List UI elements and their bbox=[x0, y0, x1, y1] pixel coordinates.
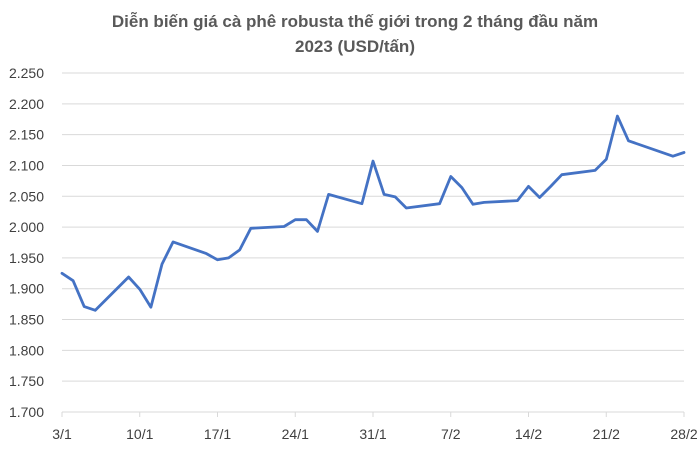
x-tick-label: 28/2 bbox=[670, 426, 697, 442]
y-tick-label: 1.700 bbox=[9, 404, 44, 420]
y-tick-label: 2.250 bbox=[9, 65, 44, 81]
y-tick-label: 1.750 bbox=[9, 373, 44, 389]
y-tick-label: 2.200 bbox=[9, 96, 44, 112]
y-tick-label: 1.900 bbox=[9, 281, 44, 297]
x-axis-tick-labels: 3/1 10/1 17/1 24/1 31/1 7/2 14/2 21/2 28/2 bbox=[52, 426, 698, 442]
y-tick-label: 2.100 bbox=[9, 157, 44, 173]
series-layer bbox=[60, 114, 686, 312]
x-tick-label: 10/1 bbox=[126, 426, 153, 442]
x-tick-label: 24/1 bbox=[282, 426, 309, 442]
price-series-line bbox=[60, 114, 686, 312]
x-tick-label: 31/1 bbox=[359, 426, 386, 442]
y-tick-label: 1.850 bbox=[9, 312, 44, 328]
y-tick-label: 2.050 bbox=[9, 188, 44, 204]
x-tick-label: 14/2 bbox=[515, 426, 542, 442]
chart-title-line-2: 2023 (USD/tấn) bbox=[295, 37, 415, 56]
y-tick-label: 2.150 bbox=[9, 127, 44, 143]
x-axis bbox=[61, 411, 685, 417]
x-tick-label: 7/2 bbox=[441, 426, 461, 442]
y-axis-tick-labels: 1.700 1.750 1.800 1.850 1.900 1.950 2.000 2.050… bbox=[9, 65, 44, 420]
x-tick-label: 21/2 bbox=[593, 426, 620, 442]
chart-title-line-1: Diễn biến giá cà phê robusta thế giới tr… bbox=[112, 12, 598, 31]
y-tick-label: 1.950 bbox=[9, 250, 44, 266]
y-tick-label: 2.000 bbox=[9, 219, 44, 235]
x-tick-label: 3/1 bbox=[52, 426, 72, 442]
x-tick-label: 17/1 bbox=[204, 426, 231, 442]
gridlines bbox=[62, 72, 684, 382]
y-tick-label: 1.800 bbox=[9, 342, 44, 358]
